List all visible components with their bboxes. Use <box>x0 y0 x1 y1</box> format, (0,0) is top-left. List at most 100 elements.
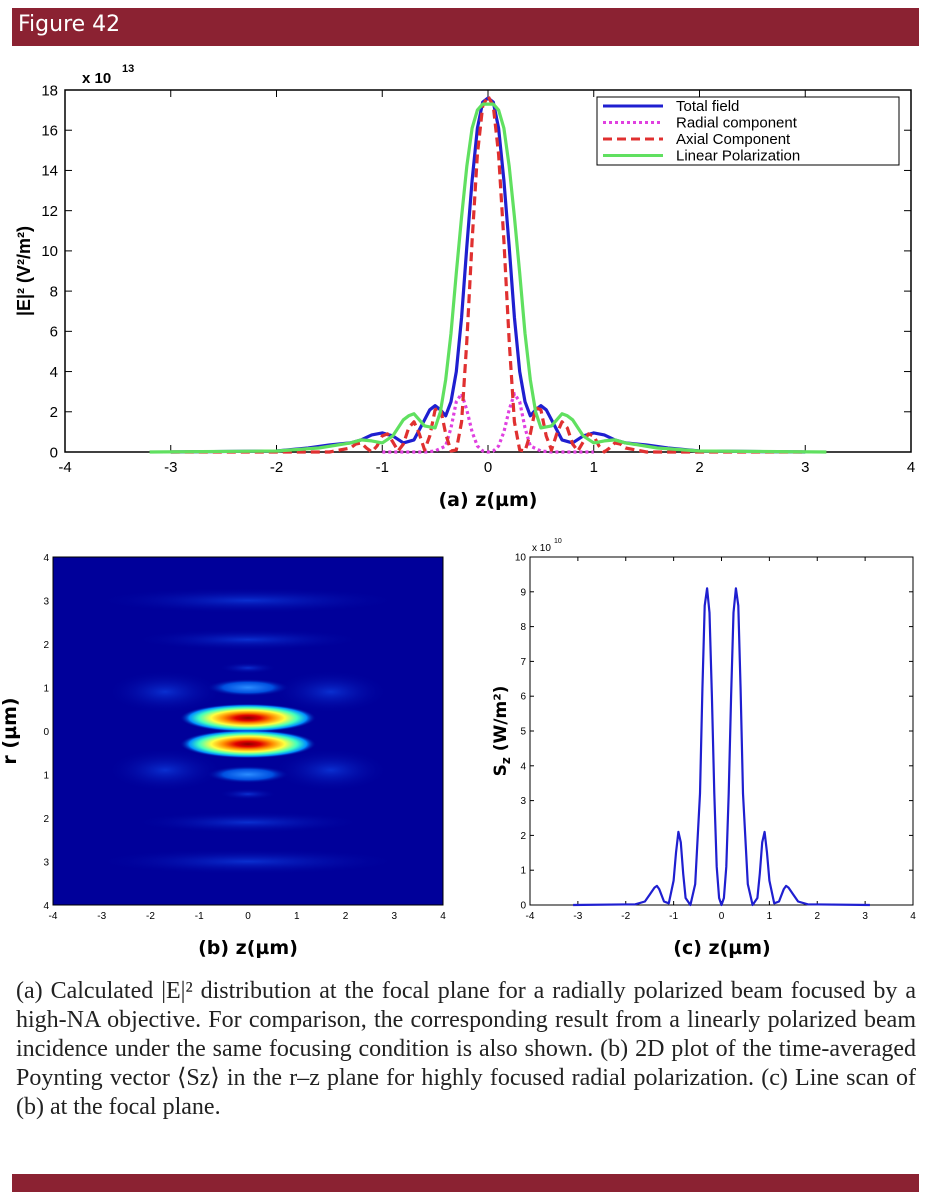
heatmap-lobe <box>131 811 365 834</box>
y-tick-label: 6 <box>50 324 58 341</box>
legend-label: Axial Component <box>676 131 791 148</box>
x-tick-label: 3 <box>391 911 397 922</box>
chart-a-multiplier: x 10 <box>82 70 111 87</box>
chart-b: -4 -3 -2 -1 0 1 2 3 4 4 3 2 1 0 1 2 3 4 r (µm) (b) z(µm) <box>0 553 446 959</box>
heatmap-b-cells <box>92 587 404 875</box>
heatmap-peak <box>179 729 317 759</box>
y-tick-label: 0 <box>520 901 526 912</box>
chart-c-ylabel-main: S <box>491 764 511 776</box>
chart-c-xlabel: (c) z(µm) <box>673 937 770 959</box>
x-tick-label: 0 <box>484 459 492 476</box>
legend-label: Radial component <box>676 115 798 132</box>
heatmap-lobe <box>106 670 224 714</box>
chart-c: -4 -3 -2 -1 0 1 2 3 4 0 1 2 3 4 5 6 7 8 9 10 x 10 10 Sz (W/… <box>491 538 916 959</box>
y-tick-label: 12 <box>41 203 58 220</box>
x-tick-label: 4 <box>440 911 446 922</box>
chart-c-ticks: -4 -3 -2 -1 0 1 2 3 4 0 1 2 3 4 5 6 7 8 9 10 <box>515 553 916 923</box>
series-line <box>170 94 806 454</box>
x-tick-label: -3 <box>97 911 106 922</box>
chart-a-xlabel: (a) z(µm) <box>438 489 537 511</box>
x-tick-label: 4 <box>910 911 916 922</box>
heatmap-lobe <box>106 748 224 792</box>
x-tick-label: -1 <box>376 459 389 476</box>
y-tick-label: 9 <box>520 587 526 598</box>
heatmap-ring <box>218 662 278 674</box>
y-tick-label: 1 <box>43 684 49 695</box>
x-tick-label: -2 <box>270 459 283 476</box>
plot-c-frame <box>529 556 914 906</box>
y-tick-label: 2 <box>50 404 58 421</box>
x-tick-label: -3 <box>164 459 177 476</box>
y-tick-label: 1 <box>520 866 526 877</box>
series-line <box>382 392 594 454</box>
heatmap-lobe <box>272 748 390 792</box>
y-tick-label: 7 <box>520 657 526 668</box>
chart-b-ticks: -4 -3 -2 -1 0 1 2 3 4 4 3 2 1 0 1 2 3 4 <box>43 553 446 922</box>
x-tick-label: 0 <box>719 911 725 922</box>
y-tick-label: 2 <box>43 814 49 825</box>
x-tick-label: -3 <box>573 911 582 922</box>
chart-c-multiplier-exp: 10 <box>554 538 562 545</box>
x-tick-label: 3 <box>862 911 868 922</box>
x-tick-label: 0 <box>245 911 251 922</box>
y-tick-label: 4 <box>50 364 58 381</box>
chart-c-series <box>573 587 870 907</box>
figure-title: Figure 42 <box>18 12 121 37</box>
y-tick-label: 16 <box>41 122 58 139</box>
chart-c-ylabel: Sz (W/m²) <box>491 686 513 777</box>
y-tick-label: 8 <box>50 283 58 300</box>
figure-footer-bar <box>12 1174 919 1192</box>
x-tick-label: -2 <box>621 911 630 922</box>
chart-c-ylabel-unit: (W/m²) <box>491 686 511 758</box>
y-tick-label: 4 <box>520 761 526 772</box>
chart-a-series <box>149 94 827 454</box>
series-line <box>149 102 827 454</box>
x-tick-label: -4 <box>49 911 58 922</box>
x-tick-label: 2 <box>695 459 703 476</box>
x-tick-label: 4 <box>907 459 915 476</box>
heatmap-lobe <box>92 848 404 875</box>
y-tick-label: 3 <box>520 796 526 807</box>
chart-c-ylabel-sub: z <box>499 757 513 764</box>
x-tick-label: 2 <box>343 911 349 922</box>
x-tick-label: -4 <box>58 459 71 476</box>
y-tick-label: 0 <box>50 444 58 461</box>
x-tick-label: 3 <box>801 459 809 476</box>
figure-header-bar <box>12 8 919 46</box>
heatmap-ring <box>218 788 278 800</box>
heatmap-lobe <box>131 628 365 651</box>
x-tick-label: 1 <box>767 911 773 922</box>
y-tick-label: 2 <box>43 640 49 651</box>
y-tick-label: 6 <box>520 692 526 703</box>
y-tick-label: 4 <box>43 553 49 564</box>
heatmap-ring <box>206 765 290 784</box>
y-tick-label: 4 <box>43 901 49 912</box>
y-tick-label: 18 <box>41 82 58 99</box>
y-tick-label: 3 <box>43 858 49 869</box>
heatmap-lobe <box>92 587 404 614</box>
y-tick-label: 8 <box>520 622 526 633</box>
chart-a-ylabel: |E|² (V²/m²) <box>14 226 34 316</box>
legend-label: Total field <box>676 98 739 115</box>
y-tick-label: 3 <box>43 597 49 608</box>
x-tick-label: -1 <box>669 911 678 922</box>
legend-label: Linear Polarization <box>676 148 800 165</box>
chart-a-multiplier-exp: 13 <box>122 63 134 75</box>
y-tick-label: 10 <box>515 553 527 564</box>
y-tick-label: 1 <box>43 771 49 782</box>
heatmap-ring <box>206 678 290 697</box>
series-line <box>573 587 870 907</box>
heatmap-b <box>53 557 443 905</box>
y-tick-label: 14 <box>41 163 58 180</box>
x-tick-label: 1 <box>590 459 598 476</box>
y-tick-label: 5 <box>520 727 526 738</box>
plot-b-frame <box>52 556 444 906</box>
heatmap-peak <box>179 703 317 733</box>
chart-b-xlabel: (b) z(µm) <box>198 937 298 959</box>
caption-text: (a) Calculated |E|² distribution at the … <box>16 978 916 1120</box>
y-tick-label: 10 <box>41 243 58 260</box>
x-tick-label: -1 <box>195 911 204 922</box>
